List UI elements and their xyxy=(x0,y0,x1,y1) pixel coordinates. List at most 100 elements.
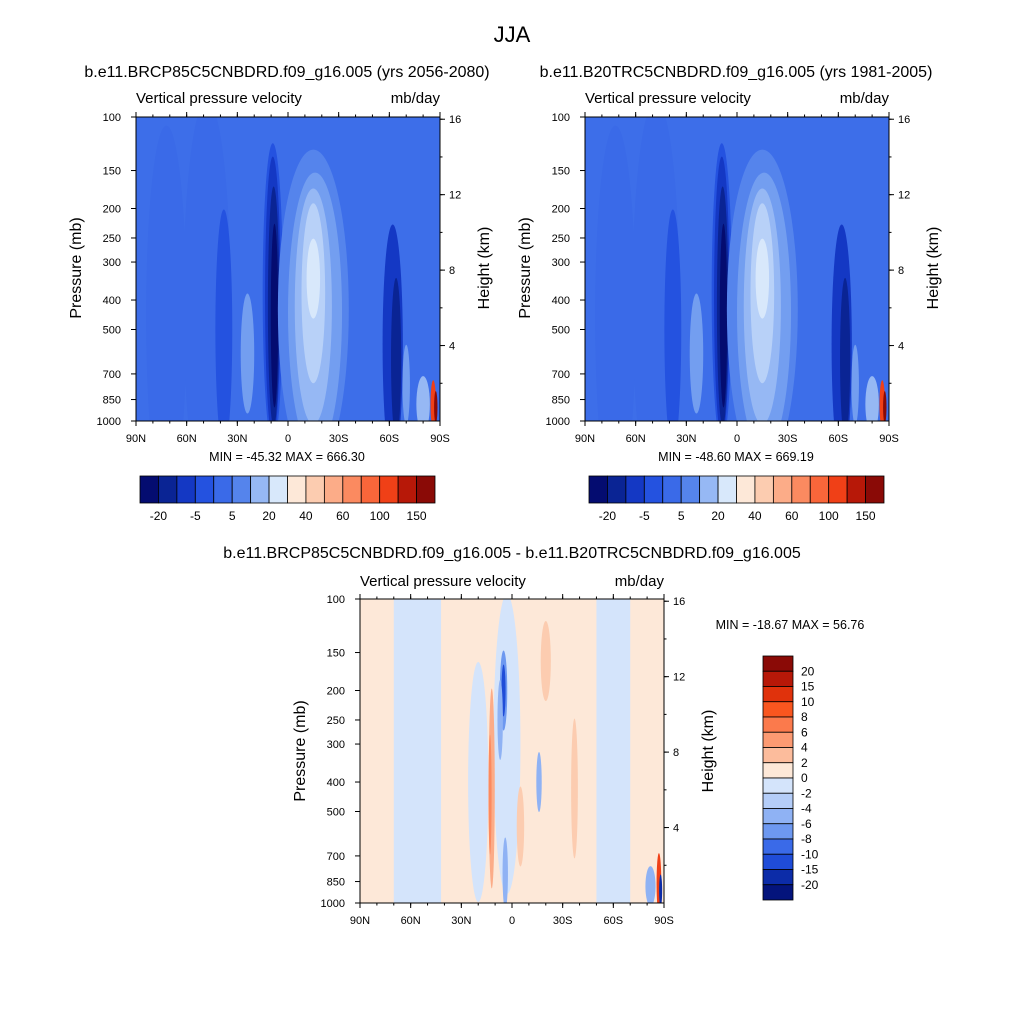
y-tick-label: 1000 xyxy=(321,898,345,910)
height-tick-label: 16 xyxy=(898,114,910,126)
colorbar-box xyxy=(865,475,885,504)
panel-20thc: b.e11.B20TRC5CNBDRD.f09_g16.005 (yrs 198… xyxy=(517,64,942,523)
storm-track xyxy=(402,344,410,421)
figure-title: JJA xyxy=(494,22,531,47)
colorbar-box xyxy=(213,475,233,504)
colorbar-label: -20 xyxy=(150,509,168,523)
itcz xyxy=(719,223,728,408)
colorbar-label: 4 xyxy=(801,741,808,755)
colorbar-box xyxy=(762,777,794,794)
y-tick-label: 150 xyxy=(103,166,121,178)
height-tick-label: 4 xyxy=(673,823,679,835)
colorbar-label: -5 xyxy=(190,509,201,523)
x-tick-label: 60N xyxy=(401,915,421,927)
band xyxy=(146,125,187,421)
storm-track xyxy=(391,277,402,421)
height-tick-label: 16 xyxy=(449,114,461,126)
colorbar-label: 150 xyxy=(407,509,427,523)
y-tick-label: 500 xyxy=(327,806,345,818)
y-tick-label: 400 xyxy=(103,295,121,307)
colorbar-box xyxy=(416,475,436,504)
colorbar-box xyxy=(607,475,627,504)
band xyxy=(240,293,255,414)
colorbar-label: 150 xyxy=(856,509,876,523)
colorbar-label: 20 xyxy=(801,664,815,678)
colorbar-box xyxy=(772,475,793,504)
colorbar-label: 8 xyxy=(801,710,808,724)
y-right-axis-label: Height (km) xyxy=(925,227,942,310)
colorbar-box xyxy=(762,869,794,886)
colorbar-label: 6 xyxy=(801,725,808,739)
colorbar-box xyxy=(287,475,307,504)
y-tick-label: 200 xyxy=(552,204,570,216)
x-tick-label: 30N xyxy=(451,915,471,927)
y-tick-label: 850 xyxy=(103,395,121,407)
y-tick-label: 150 xyxy=(327,648,345,660)
min-max-stats: MIN = -45.32 MAX = 666.30 xyxy=(209,450,365,464)
contour-fill xyxy=(585,117,889,421)
colorbar-label: 5 xyxy=(229,509,236,523)
y-tick-label: 700 xyxy=(103,369,121,381)
left-string: Vertical pressure velocity xyxy=(136,90,302,107)
colorbar-label: 2 xyxy=(801,756,808,770)
y-tick-label: 150 xyxy=(552,166,570,178)
colorbar-label: 40 xyxy=(299,509,313,523)
colorbar: -20 -5 5 20 40 60 100 150 xyxy=(139,475,436,523)
x-tick-label: 90N xyxy=(350,915,370,927)
panel-title: b.e11.BRCP85C5CNBDRD.f09_g16.005 (yrs 20… xyxy=(84,64,489,81)
y-tick-label: 1000 xyxy=(546,416,570,428)
colorbar-box xyxy=(588,475,608,504)
colorbar-box xyxy=(762,884,794,901)
x-tick-label: 90N xyxy=(126,433,146,445)
colorbar-box xyxy=(680,475,701,504)
colorbar-label: 0 xyxy=(801,771,808,785)
height-tick-label: 12 xyxy=(673,672,685,684)
min-max-stats: MIN = -18.67 MAX = 56.76 xyxy=(716,618,865,632)
colorbar-box xyxy=(762,686,794,703)
height-tick-label: 8 xyxy=(898,265,904,277)
colorbar-label: -15 xyxy=(801,863,819,877)
x-tick-label: 60N xyxy=(177,433,197,445)
contour-fill xyxy=(136,117,440,421)
colorbar-label: 20 xyxy=(711,509,725,523)
left-string: Vertical pressure velocity xyxy=(360,573,526,590)
colorbar-box xyxy=(736,475,756,504)
colorbar-box xyxy=(846,475,866,504)
colorbar-box xyxy=(762,808,794,825)
itcz xyxy=(270,223,279,408)
storm-track xyxy=(840,277,851,421)
colorbar-label: -8 xyxy=(801,832,812,846)
colorbar-box xyxy=(717,475,737,504)
colorbar-box xyxy=(699,475,719,504)
y-tick-label: 300 xyxy=(103,257,121,269)
colorbar-box xyxy=(194,475,215,504)
colorbar-label: -6 xyxy=(801,817,812,831)
colorbar-label: -20 xyxy=(599,509,617,523)
colorbar-label: 20 xyxy=(262,509,276,523)
band xyxy=(664,209,682,421)
subsidence xyxy=(306,238,321,319)
y-tick-label: 250 xyxy=(552,233,570,245)
y-tick-label: 250 xyxy=(327,715,345,727)
contour-field xyxy=(584,116,890,422)
colorbar-box xyxy=(762,655,794,672)
contour-fill xyxy=(360,599,664,903)
band xyxy=(595,125,636,421)
y-right-axis-label: Height (km) xyxy=(476,227,493,310)
colorbar-box xyxy=(360,475,381,504)
y-tick-label: 700 xyxy=(552,369,570,381)
pos xyxy=(488,734,492,855)
colorbar: -20 -5 5 20 40 60 100 150 xyxy=(588,475,885,523)
axis-ticks: 90N 60N 30N 0 30S 60S 90S 100 150 200 250 300 400 500… xyxy=(321,594,685,927)
x-tick-label: 60S xyxy=(829,433,849,445)
colorbar-box xyxy=(809,475,830,504)
core xyxy=(497,679,503,760)
antarctic xyxy=(883,391,887,421)
antarctic xyxy=(865,376,879,421)
panel-title: b.e11.B20TRC5CNBDRD.f09_g16.005 (yrs 198… xyxy=(540,64,933,81)
colorbar-box xyxy=(754,475,774,504)
x-tick-label: 30S xyxy=(329,433,349,445)
y-tick-label: 400 xyxy=(327,777,345,789)
height-tick-label: 4 xyxy=(898,341,904,353)
y-tick-label: 1000 xyxy=(97,416,121,428)
